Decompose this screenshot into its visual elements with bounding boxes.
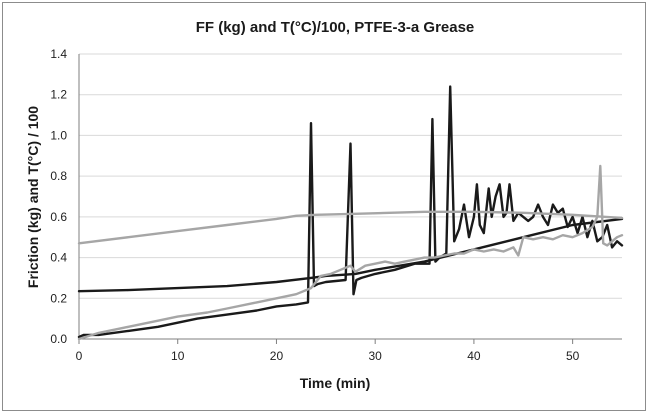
x-tick-label: 30 — [369, 349, 383, 363]
x-axis-title: Time (min) — [300, 375, 371, 391]
y-tick-label: 0.6 — [50, 210, 67, 224]
tick-labels: 0.0 0.2 0.4 0.6 0.8 1.0 1.2 1.4 0 10 20 30 40 50 — [50, 47, 579, 363]
series-line-1 — [77, 85, 624, 339]
x-tick-label: 50 — [566, 349, 580, 363]
y-tick-label: 1.4 — [50, 47, 67, 61]
series-line-2 — [77, 217, 624, 293]
y-tick-label: 0.4 — [50, 251, 67, 265]
y-tick-label: 0.8 — [50, 169, 67, 183]
series-line-4 — [77, 164, 624, 341]
y-tick-label: 1.2 — [50, 88, 67, 102]
series-lines — [77, 85, 624, 341]
x-tick-label: 20 — [270, 349, 284, 363]
y-tick-label: 0.0 — [50, 332, 67, 346]
series-line-3 — [77, 210, 624, 245]
x-tick-label: 10 — [171, 349, 185, 363]
x-tick-label: 0 — [76, 349, 83, 363]
y-tick-label: 0.2 — [50, 291, 67, 305]
y-axis-title: Friction (kg) and T(°C) / 100 — [25, 106, 41, 288]
gridlines — [79, 53, 622, 299]
y-tick-label: 1.0 — [50, 128, 67, 142]
x-tick-label: 40 — [467, 349, 481, 363]
chart-title: FF (kg) and T(°C)/100, PTFE-3-a Grease — [196, 19, 475, 36]
